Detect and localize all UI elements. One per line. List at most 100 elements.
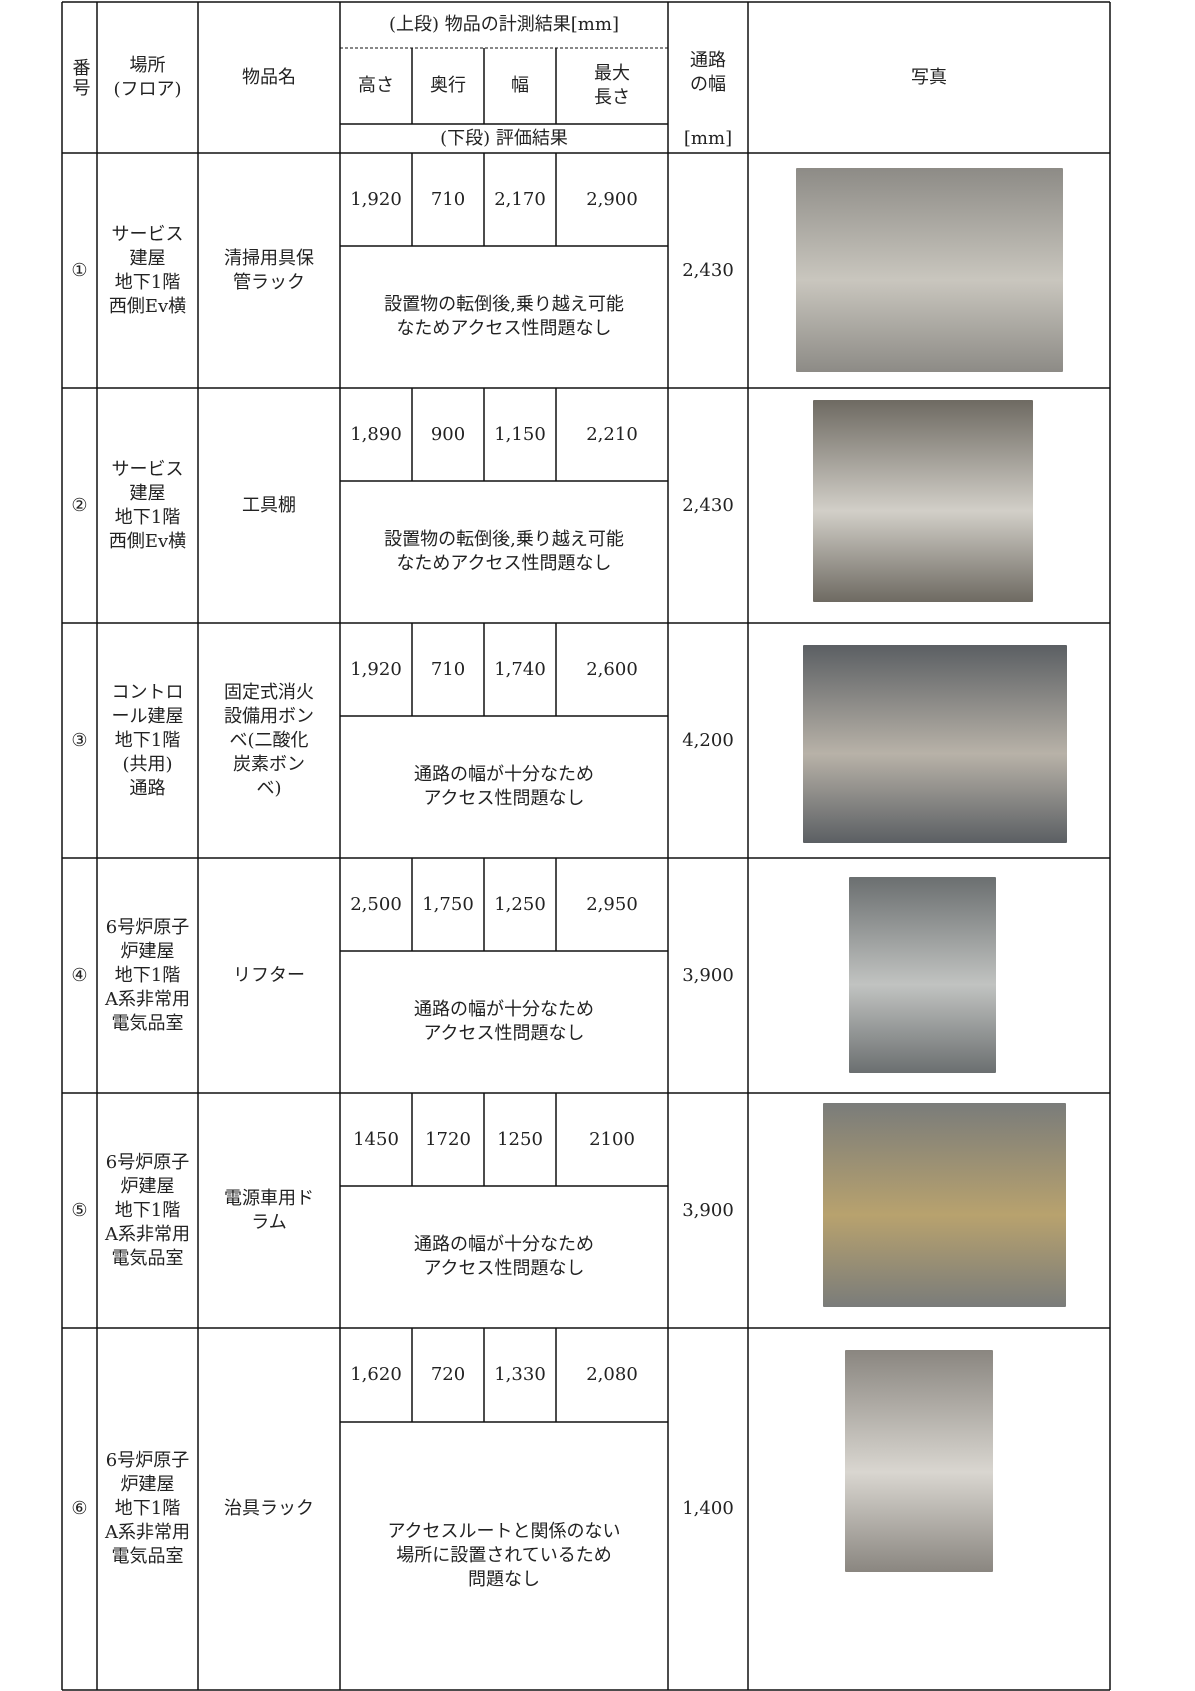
row-location-text: 通路 <box>129 777 166 799</box>
header-evaluation-text: (下段) 評価結果 <box>440 127 568 149</box>
row-passage-width: 3,900 <box>668 1093 748 1328</box>
row-item-text: 管ラック <box>233 271 305 293</box>
row-depth: 900 <box>412 388 484 481</box>
header-photo-text: 写真 <box>911 66 947 88</box>
row-location-text: 地下1階 <box>114 271 181 293</box>
row-location-text: 6号炉原子 <box>105 1151 190 1173</box>
row-number-text: ② <box>71 494 88 516</box>
row-evaluation-text: アクセス性問題なし <box>423 1023 585 1044</box>
row-item-text: リフター <box>233 964 305 986</box>
row-location-text: 炉建屋 <box>120 1175 175 1197</box>
row-width-text: 1,150 <box>494 423 546 445</box>
row-location-text: サービス <box>111 223 184 245</box>
row-max-length: 2,210 <box>556 388 668 481</box>
row-height-text: 1,920 <box>350 658 402 680</box>
header-height: 高さ <box>340 48 412 124</box>
row-evaluation: 設置物の転倒後,乗り越え可能 なためアクセス性問題なし <box>340 481 668 623</box>
row-evaluation-text: アクセス性問題なし <box>423 1258 585 1279</box>
row-passage-width-text: 4,200 <box>682 729 734 751</box>
row-evaluation: 通路の幅が十分なため アクセス性問題なし <box>340 1186 668 1328</box>
row-location-text: ール建屋 <box>111 705 184 727</box>
header-measurement: (上段) 物品の計測結果[mm] <box>340 2 668 48</box>
row-location-text: A系非常用 <box>105 1223 190 1245</box>
row-item-text: 清掃用具保 <box>224 247 314 269</box>
row-width: 1250 <box>484 1093 556 1186</box>
row-depth-text: 1720 <box>425 1128 471 1150</box>
row-evaluation-text: アクセス性問題なし <box>423 788 585 809</box>
header-max-length: 最大 長さ <box>556 48 668 124</box>
row-location-text: サービス <box>111 458 184 480</box>
header-measurement-text: (上段) 物品の計測結果[mm] <box>389 14 619 35</box>
row-location: サービス 建屋 地下1階 西側Ev横 <box>97 388 198 623</box>
row-location-text: 炉建屋 <box>120 1474 175 1495</box>
row-item-text: ベ(二酸化 <box>229 729 309 751</box>
row-number: ② <box>62 388 97 623</box>
row-max-length-text: 2,210 <box>586 423 638 445</box>
row-location-text: 建屋 <box>129 247 166 269</box>
row-height-text: 1,620 <box>350 1364 402 1385</box>
header-location-text: 場所 <box>129 54 166 76</box>
row-item: 治具ラック <box>198 1328 340 1690</box>
row-location-text: 地下1階 <box>114 729 181 751</box>
row-passage-width-text: 3,900 <box>682 1199 734 1221</box>
row-height-text: 1,890 <box>350 423 402 445</box>
row-width: 2,170 <box>484 153 556 246</box>
row-passage-width: 4,200 <box>668 623 748 858</box>
row-depth: 1720 <box>412 1093 484 1186</box>
row-location: コントロ ール建屋 地下1階 (共用) 通路 <box>97 623 198 858</box>
row-height-text: 1450 <box>353 1128 399 1150</box>
row-max-length: 2,080 <box>556 1328 668 1422</box>
row-max-length: 2100 <box>556 1093 668 1186</box>
row-width-text: 1,740 <box>494 658 546 680</box>
row-item: 清掃用具保 管ラック <box>198 153 340 388</box>
row-evaluation: 通路の幅が十分なため アクセス性問題なし <box>340 951 668 1093</box>
row-evaluation-text: 問題なし <box>468 1569 540 1590</box>
row-location-text: 西側Ev横 <box>108 295 187 317</box>
header-height-text: 高さ <box>358 75 394 96</box>
row-width-text: 1250 <box>497 1128 543 1150</box>
row-width: 1,250 <box>484 858 556 951</box>
row-depth: 710 <box>412 153 484 246</box>
row-depth-text: 900 <box>430 423 466 445</box>
row-item-text: 設備用ボン <box>224 705 314 727</box>
row-location-text: 電気品室 <box>111 1247 184 1269</box>
row-item: リフター <box>198 858 340 1093</box>
row-location-text: 地下1階 <box>114 506 181 528</box>
row-evaluation-text: 設置物の転倒後,乗り越え可能 <box>384 529 624 550</box>
row-evaluation-text: 通路の幅が十分なため <box>414 764 594 785</box>
row-location-text: (共用) <box>122 753 173 775</box>
row-evaluation-text: なためアクセス性問題なし <box>396 553 612 574</box>
header-max-length-text: 長さ <box>594 87 630 108</box>
row-width: 1,740 <box>484 623 556 716</box>
header-width: 幅 <box>484 48 556 124</box>
row-number-text: ⑥ <box>71 1498 88 1519</box>
row-location-text: 炉建屋 <box>120 940 175 962</box>
row-location-text: コントロ <box>111 681 184 703</box>
row-evaluation-text: なためアクセス性問題なし <box>396 318 612 339</box>
row-evaluation-text: 通路の幅が十分なため <box>414 999 594 1020</box>
row-evaluation-text: 設置物の転倒後,乗り越え可能 <box>384 294 624 315</box>
row-depth: 720 <box>412 1328 484 1422</box>
row-number-text: ④ <box>71 964 88 986</box>
row-number: ⑥ <box>62 1328 97 1690</box>
row-height: 2,500 <box>340 858 412 951</box>
row-number-text: ③ <box>71 729 88 751</box>
row-location: サービス 建屋 地下1階 西側Ev横 <box>97 153 198 388</box>
header-item-text: 物品名 <box>242 66 296 88</box>
row-width-text: 1,330 <box>494 1364 546 1385</box>
row-max-length-text: 2,600 <box>586 658 638 680</box>
header-number-text: 番号 <box>69 57 91 98</box>
row-evaluation: アクセスルートと関係のない 場所に設置されているため 問題なし <box>340 1422 668 1690</box>
row-depth-text: 710 <box>430 658 466 680</box>
row-location-text: 6号炉原子 <box>105 916 190 938</box>
row-evaluation: 設置物の転倒後,乗り越え可能 なためアクセス性問題なし <box>340 246 668 388</box>
row-location-text: 地下1階 <box>114 964 181 986</box>
row-number: ④ <box>62 858 97 1093</box>
header-photo: 写真 <box>748 2 1110 153</box>
row-location: 6号炉原子 炉建屋 地下1階 A系非常用 電気品室 <box>97 1328 198 1690</box>
header-width-text: 幅 <box>511 75 529 96</box>
row-depth-text: 1,750 <box>422 893 474 915</box>
row-item: 工具棚 <box>198 388 340 623</box>
row-height-text: 2,500 <box>350 893 402 915</box>
